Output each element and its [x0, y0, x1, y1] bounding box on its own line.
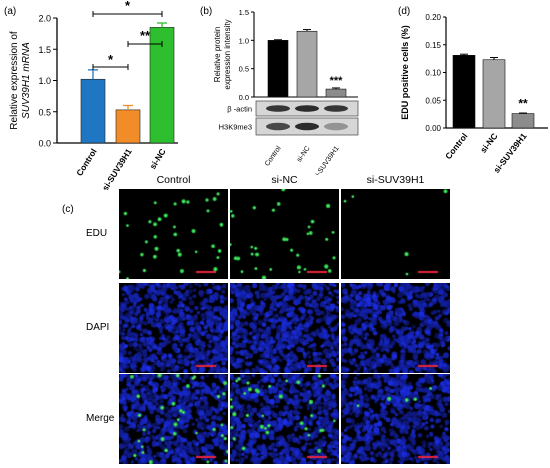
y-axis-label: Relative proteinexpression intensity	[213, 19, 232, 89]
blot-band	[324, 105, 348, 112]
panel-letter-b: (b)	[200, 6, 213, 17]
microscopy-image	[230, 374, 339, 464]
row-label: EDU	[86, 228, 108, 239]
blot-band	[266, 122, 290, 131]
microscopy-image	[119, 374, 228, 464]
microscopy-image	[119, 283, 228, 373]
column-title: si-SUV39H1	[366, 174, 425, 186]
significance-label: ***	[330, 75, 344, 87]
significance-label: *	[108, 52, 114, 67]
x-tick-label: Control	[74, 147, 98, 178]
y-axis-label-line1: Relative expression of	[9, 31, 20, 130]
y-axis-label-line2: expression intensity	[223, 19, 232, 89]
panel-letter-a: (a)	[4, 6, 17, 17]
bar	[267, 40, 289, 98]
x-tick-label: si-NC	[147, 147, 167, 171]
y-tick-label: 0.5	[38, 107, 51, 117]
y-tick-label: 0.0	[38, 139, 51, 149]
x-tick-label: Control	[443, 131, 469, 161]
y-tick-label: 0.5	[239, 65, 249, 74]
significance-label: **	[518, 97, 528, 111]
row-label: DAPI	[86, 322, 110, 333]
chart-a-mrna-expression: 0.0 0.5 1.0 1.5 2.0 Relative expression ofSUV…	[9, 0, 178, 190]
y-tick-label: 2.0	[38, 14, 51, 24]
panel-letter-c: (c)	[62, 204, 74, 215]
bar	[325, 88, 347, 98]
y-tick-label: 0.0	[239, 93, 249, 102]
microscopy-image	[119, 189, 228, 279]
y-tick-label: 1.0	[239, 36, 249, 45]
significance-label: *	[125, 0, 131, 13]
y-tick-label: 0.05	[425, 96, 441, 105]
column-title: Control	[156, 174, 191, 186]
microscopy-image	[341, 283, 450, 373]
x-tick-label: Control	[264, 145, 283, 168]
y-tick-label: 0.10	[425, 69, 441, 78]
bar	[511, 113, 535, 129]
x-tick-label: si-NC	[478, 131, 500, 155]
x-tick-label: si-NC	[296, 145, 312, 163]
panel-letter-d: (d)	[398, 6, 411, 17]
significance-label: **	[140, 28, 151, 43]
microscopy-image	[230, 189, 339, 279]
y-axis-label: Relative expression ofSUV39H1 mRNA	[9, 31, 32, 130]
blot-band	[266, 105, 290, 112]
blot-band	[295, 122, 319, 131]
bar	[482, 59, 506, 129]
blot-label: β -actin	[227, 105, 252, 114]
y-tick-label: 1.5	[239, 8, 249, 17]
bar	[115, 109, 141, 144]
bar	[452, 54, 476, 129]
y-tick-label: 0.00	[425, 124, 441, 133]
chart-d-edu-positive: 0.00 0.05 0.10 0.15 0.20 EDU positive cells (…	[400, 13, 548, 175]
row-label: Merge	[86, 413, 115, 424]
blot-band	[295, 105, 319, 112]
microscopy-image	[341, 374, 450, 464]
y-axis-label: EDU positive cells (%)	[400, 25, 410, 120]
blot-label: H3K9me3	[219, 123, 252, 132]
bar	[80, 78, 106, 144]
microscopy-image	[230, 283, 339, 373]
y-tick-label: 1.5	[38, 45, 51, 55]
y-tick-label: 1.0	[38, 76, 51, 86]
y-tick-label: 0.15	[425, 41, 441, 50]
microscopy-image	[341, 189, 450, 279]
y-axis-label-line2: SUV39H1 mRNA	[21, 42, 32, 119]
y-axis-label-line1: Relative protein	[213, 27, 222, 83]
blot-band	[324, 122, 348, 131]
column-title: si-NC	[271, 174, 298, 186]
x-tick-label: si-SUV39H1	[313, 145, 341, 175]
bar	[296, 30, 318, 98]
y-tick-label: 0.20	[425, 13, 441, 22]
chart-b-protein-expression: 0.0 0.5 1.0 1.5 Relative proteinexpression i…	[213, 8, 359, 175]
